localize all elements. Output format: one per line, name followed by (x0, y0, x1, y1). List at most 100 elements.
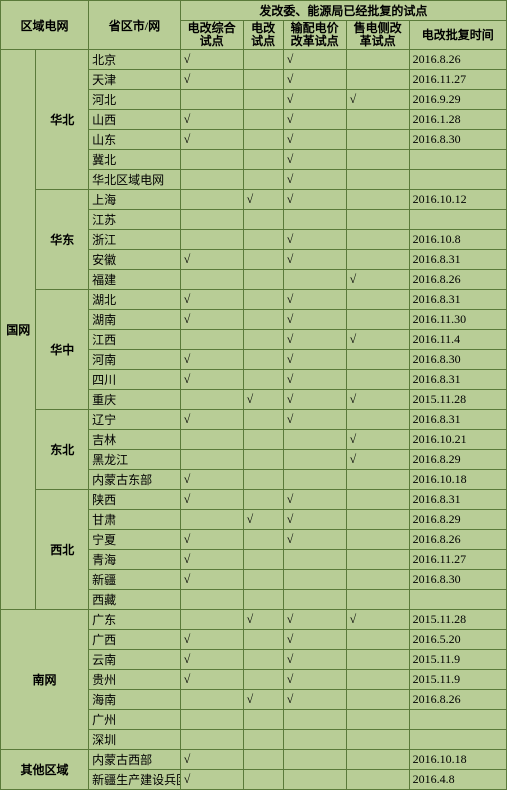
province-cell: 安徽 (89, 250, 181, 270)
col3-cell: √ (283, 350, 346, 370)
col4-cell (346, 530, 409, 550)
table-row: 西北陕西√√2016.8.31 (1, 490, 507, 510)
date-cell: 2016.8.26 (409, 50, 506, 70)
col2-cell (243, 90, 283, 110)
col4-cell: √ (346, 610, 409, 630)
col3-cell (283, 590, 346, 610)
col4-cell (346, 250, 409, 270)
date-cell: 2015.11.9 (409, 650, 506, 670)
col1-cell (180, 170, 243, 190)
col3-cell: √ (283, 190, 346, 210)
col3-cell (283, 450, 346, 470)
col1-cell: √ (180, 490, 243, 510)
table-row: 南网广东√√√2015.11.28 (1, 610, 507, 630)
col3-cell (283, 470, 346, 490)
col3-cell: √ (283, 170, 346, 190)
col2-cell (243, 330, 283, 350)
date-cell: 2015.11.9 (409, 670, 506, 690)
col2-cell: √ (243, 610, 283, 630)
col2-cell (243, 370, 283, 390)
col3-cell (283, 210, 346, 230)
col4-cell (346, 230, 409, 250)
col3-cell: √ (283, 490, 346, 510)
province-cell: 湖北 (89, 290, 181, 310)
col2-cell: √ (243, 690, 283, 710)
col1-cell (180, 330, 243, 350)
region-cell: 西北 (36, 490, 89, 610)
date-cell: 2016.8.29 (409, 510, 506, 530)
col4-cell (346, 350, 409, 370)
col3-cell: √ (283, 150, 346, 170)
col4-cell (346, 770, 409, 790)
col2-cell (243, 490, 283, 510)
region-cell: 东北 (36, 410, 89, 490)
header-col4: 售电侧改革试点 (346, 21, 409, 50)
col3-cell (283, 570, 346, 590)
col1-cell (180, 710, 243, 730)
col4-cell (346, 710, 409, 730)
col4-cell: √ (346, 450, 409, 470)
col4-cell (346, 110, 409, 130)
date-cell: 2016.8.26 (409, 690, 506, 710)
date-cell: 2016.11.27 (409, 70, 506, 90)
col1-cell (180, 230, 243, 250)
date-cell: 2016.10.21 (409, 430, 506, 450)
province-cell: 重庆 (89, 390, 181, 410)
date-cell (409, 590, 506, 610)
grid-cell: 国网 (1, 50, 36, 610)
col3-cell: √ (283, 250, 346, 270)
col4-cell (346, 70, 409, 90)
date-cell: 2016.11.4 (409, 330, 506, 350)
col3-cell: √ (283, 530, 346, 550)
col1-cell: √ (180, 290, 243, 310)
header-col3: 输配电价改革试点 (283, 21, 346, 50)
col3-cell (283, 550, 346, 570)
col4-cell: √ (346, 390, 409, 410)
col3-cell: √ (283, 650, 346, 670)
date-cell (409, 710, 506, 730)
col4-cell (346, 150, 409, 170)
col1-cell (180, 390, 243, 410)
col4-cell (346, 730, 409, 750)
col2-cell (243, 730, 283, 750)
col2-cell (243, 250, 283, 270)
province-cell: 深圳 (89, 730, 181, 750)
date-cell: 2015.11.28 (409, 390, 506, 410)
col4-cell (346, 310, 409, 330)
date-cell: 2016.8.30 (409, 130, 506, 150)
col3-cell: √ (283, 670, 346, 690)
col3-cell: √ (283, 690, 346, 710)
date-cell (409, 210, 506, 230)
col3-cell: √ (283, 90, 346, 110)
province-cell: 甘肃 (89, 510, 181, 530)
col3-cell (283, 770, 346, 790)
col3-cell (283, 710, 346, 730)
col4-cell (346, 750, 409, 770)
header-province: 省区市/网 (89, 1, 181, 50)
col2-cell (243, 270, 283, 290)
date-cell: 2016.5.20 (409, 630, 506, 650)
province-cell: 湖南 (89, 310, 181, 330)
col4-cell (346, 130, 409, 150)
table-row: 其他区域内蒙古西部√2016.10.18 (1, 750, 507, 770)
col1-cell: √ (180, 470, 243, 490)
province-cell: 广州 (89, 710, 181, 730)
col1-cell (180, 730, 243, 750)
col3-cell: √ (283, 630, 346, 650)
col1-cell: √ (180, 550, 243, 570)
col4-cell (346, 650, 409, 670)
province-cell: 四川 (89, 370, 181, 390)
table-row: 国网华北北京√√2016.8.26 (1, 50, 507, 70)
col2-cell (243, 290, 283, 310)
table-row: 东北辽宁√√2016.8.31 (1, 410, 507, 430)
province-cell: 吉林 (89, 430, 181, 450)
col1-cell: √ (180, 530, 243, 550)
date-cell: 2016.8.30 (409, 350, 506, 370)
region-cell: 华北 (36, 50, 89, 190)
province-cell: 海南 (89, 690, 181, 710)
province-cell: 广西 (89, 630, 181, 650)
col2-cell (243, 630, 283, 650)
col2-cell: √ (243, 510, 283, 530)
col1-cell: √ (180, 650, 243, 670)
col4-cell (346, 590, 409, 610)
